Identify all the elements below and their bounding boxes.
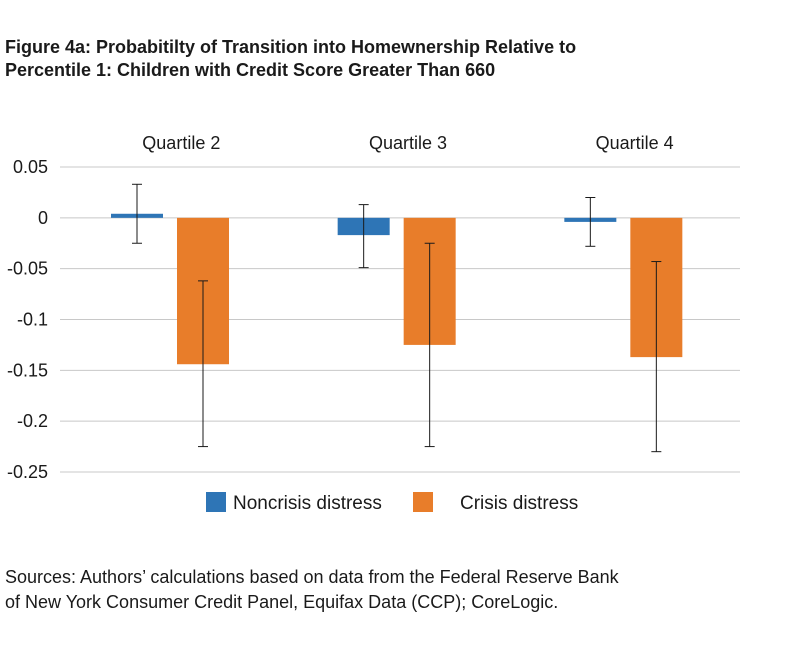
source-note: Sources: Authors’ calculations based on … [5, 565, 785, 615]
category-label: Quartile 2 [142, 133, 220, 153]
source-line-2: of New York Consumer Credit Panel, Equif… [5, 592, 559, 612]
y-tick-label: -0.1 [17, 310, 48, 330]
source-line-1: Sources: Authors’ calculations based on … [5, 567, 619, 587]
category-label: Quartile 4 [596, 133, 674, 153]
y-tick-label: -0.2 [17, 411, 48, 431]
legend-swatch-crisis [413, 492, 433, 512]
legend-label-noncrisis: Noncrisis distress [233, 493, 382, 514]
y-tick-label: -0.05 [7, 259, 48, 279]
chart-title: Figure 4a: Probabitilty of Transition in… [5, 36, 765, 82]
chart-title-line-2: Percentile 1: Children with Credit Score… [5, 60, 496, 80]
legend-swatch-noncrisis [206, 492, 226, 512]
y-tick-label: 0 [38, 208, 48, 228]
y-tick-label: -0.15 [7, 360, 48, 380]
bar-chart: 0.05 0 -0.05 -0.1 -0.15 -0.2 -0.25 Quartile 2 Qu… [7, 133, 740, 514]
chart-title-line-1: Figure 4a: Probabitilty of Transition in… [5, 37, 577, 57]
legend-label-crisis: Crisis distress [460, 493, 578, 514]
y-tick-label: -0.25 [7, 462, 48, 482]
y-tick-label: 0.05 [13, 157, 48, 177]
category-label: Quartile 3 [369, 133, 447, 153]
